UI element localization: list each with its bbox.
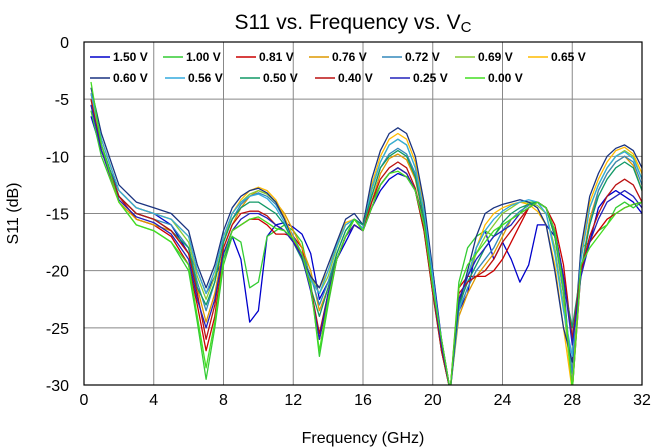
legend-label: 0.65 V	[551, 50, 586, 64]
x-tick-label: 8	[219, 392, 228, 409]
y-tick-label: -5	[55, 92, 69, 109]
legend-label: 0.69 V	[478, 50, 513, 64]
x-tick-label: 20	[424, 392, 442, 409]
legend-label: 0.56 V	[188, 71, 223, 85]
chart-title-main: S11 vs. Frequency vs. V	[235, 11, 461, 34]
legend: 1.50 V 1.00 V 0.81 V 0.76 V 0.72 V 0.69 V 0.65…	[90, 50, 586, 85]
series-line-0-56-V	[90, 93, 642, 385]
chart-title: S11 vs. Frequency vs. VC	[235, 11, 472, 36]
legend-label: 0.40 V	[338, 71, 373, 85]
y-axis-title: S11 (dB)	[5, 183, 22, 245]
legend-label: 0.72 V	[405, 50, 440, 64]
x-tick-label: 12	[284, 392, 302, 409]
y-tick-label: 0	[60, 35, 69, 52]
legend-label: 0.60 V	[113, 71, 148, 85]
legend-label: 0.25 V	[413, 71, 448, 85]
x-tick-label: 0	[80, 392, 89, 409]
series-line-0-00-V	[90, 81, 642, 385]
legend-label: 1.50 V	[113, 50, 148, 64]
x-tick-label: 28	[563, 392, 581, 409]
legend-label: 0.81 V	[259, 50, 294, 64]
y-tick-label: -15	[46, 207, 69, 224]
y-tick-label: -25	[46, 321, 69, 338]
legend-label: 1.00 V	[186, 50, 221, 64]
plot-area-frame	[83, 41, 643, 386]
chart-title-subscript: C	[461, 19, 472, 36]
x-tick-label: 4	[149, 392, 158, 409]
legend-label: 0.76 V	[332, 50, 367, 64]
legend-label: 0.00 V	[488, 71, 523, 85]
series-line-0-60-V	[90, 87, 642, 385]
x-tick-label: 32	[633, 392, 651, 409]
axis-ticks: 0 4 8 12 16 20 24 28 32 0 -5 -10 -15 -20 -25 -30	[46, 35, 651, 409]
x-axis-title: Frequency (GHz)	[302, 430, 425, 447]
y-tick-label: -20	[46, 264, 69, 281]
series-lines	[90, 81, 642, 385]
x-tick-label: 24	[494, 392, 512, 409]
y-tick-label: -30	[46, 378, 69, 395]
y-tick-label: -10	[46, 149, 69, 166]
legend-label: 0.50 V	[263, 71, 298, 85]
x-tick-label: 16	[354, 392, 372, 409]
